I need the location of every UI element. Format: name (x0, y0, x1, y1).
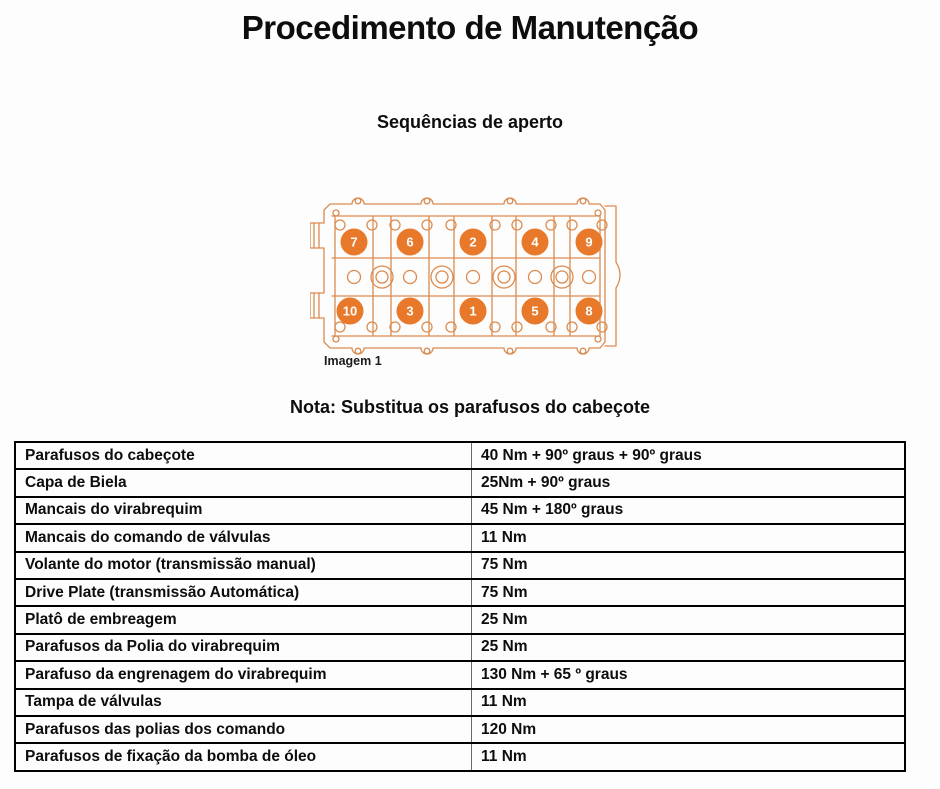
sequence-number-1: 1 (469, 304, 476, 319)
table-row: Tampa de válvulas 11 Nm (15, 687, 905, 716)
item-cell: Parafusos da Polia do virabrequim (15, 632, 472, 662)
sequence-number-10: 10 (343, 304, 357, 319)
torque-cell: 11 Nm (471, 523, 905, 552)
sequence-marker-8 (575, 297, 603, 325)
sequence-marker-2 (459, 228, 487, 256)
torque-cell: 75 Nm (471, 550, 905, 579)
sequence-marker-6 (396, 228, 424, 256)
table-row: Parafusos do cabeçote 40 Nm + 90º graus … (15, 440, 905, 470)
item-cell: Capa de Biela (15, 468, 472, 497)
item-cell: Parafusos das polias dos comando (15, 714, 472, 744)
engine-head-line-art (310, 197, 621, 355)
table-row: Parafusos das polias dos comando 120 Nm (15, 714, 905, 744)
tightening-sequence-figure: 7 6 2 4 9 10 3 1 5 8 Imagem 1 (310, 196, 624, 376)
torque-cell: 40 Nm + 90º graus + 90º graus (471, 440, 905, 470)
item-cell: Volante do motor (transmissão manual) (15, 550, 472, 579)
table-row: Parafuso da engrenagem do virabrequim 13… (15, 660, 905, 689)
table-row: Capa de Biela 25Nm + 90º graus (15, 468, 905, 497)
sequence-markers: 7 6 2 4 9 10 3 1 5 8 (336, 228, 603, 325)
sequence-marker-5 (521, 297, 549, 325)
torque-cell: 25 Nm (471, 632, 905, 662)
item-cell: Platô de embreagem (15, 605, 472, 634)
sequence-number-3: 3 (406, 304, 413, 319)
torque-cell: 45 Nm + 180º graus (471, 495, 905, 525)
sequence-number-6: 6 (406, 235, 413, 250)
item-cell: Tampa de válvulas (15, 687, 472, 716)
sequence-number-4: 4 (531, 235, 539, 250)
torque-cell: 120 Nm (471, 714, 905, 744)
torque-spec-table: Parafusos do cabeçote 40 Nm + 90º graus … (14, 440, 906, 772)
table-row: Drive Plate (transmissão Automática) 75 … (15, 577, 905, 607)
item-cell: Mancais do virabrequim (15, 495, 472, 525)
sequence-marker-1 (459, 297, 487, 325)
torque-cell: 25Nm + 90º graus (471, 468, 905, 497)
sequence-marker-10 (336, 297, 364, 325)
page-title: Procedimento de Manutenção (241, 9, 699, 46)
item-cell: Mancais do comando de válvulas (15, 523, 472, 552)
note-text: Nota: Substitua os parafusos do cabeçote (289, 397, 651, 417)
sequence-marker-4 (521, 228, 549, 256)
figure-caption: Imagem 1 (324, 354, 382, 368)
torque-cell: 130 Nm + 65 º graus (471, 660, 905, 689)
torque-cell: 11 Nm (471, 687, 905, 716)
sequence-number-7: 7 (350, 235, 357, 250)
item-cell: Parafuso da engrenagem do virabrequim (15, 660, 472, 689)
sequence-number-9: 9 (585, 235, 592, 250)
sequence-marker-9 (575, 228, 603, 256)
item-cell: Parafusos de fixação da bomba de óleo (15, 742, 472, 771)
torque-cell: 25 Nm (471, 605, 905, 634)
item-cell: Drive Plate (transmissão Automática) (15, 577, 472, 607)
torque-cell: 75 Nm (471, 577, 905, 607)
table-row: Parafusos de fixação da bomba de óleo 11… (15, 742, 905, 771)
table-row: Parafusos da Polia do virabrequim 25 Nm (15, 632, 905, 662)
table-row: Volante do motor (transmissão manual) 75… (15, 550, 905, 579)
sequence-number-5: 5 (531, 304, 538, 319)
table-row: Mancais do virabrequim 45 Nm + 180º grau… (15, 495, 905, 525)
section-subtitle: Sequências de aperto (376, 112, 564, 132)
torque-table-body: Parafusos do cabeçote 40 Nm + 90º graus … (15, 440, 905, 771)
table-row: Mancais do comando de válvulas 11 Nm (15, 523, 905, 552)
sequence-marker-3 (396, 297, 424, 325)
item-cell: Parafusos do cabeçote (15, 440, 472, 470)
table-row: Platô de embreagem 25 Nm (15, 605, 905, 634)
sequence-number-8: 8 (585, 304, 592, 319)
sequence-marker-7 (340, 228, 368, 256)
torque-cell: 11 Nm (471, 742, 905, 771)
engine-head-diagram-svg: 7 6 2 4 9 10 3 1 5 8 (310, 197, 621, 355)
sequence-number-2: 2 (469, 235, 476, 250)
